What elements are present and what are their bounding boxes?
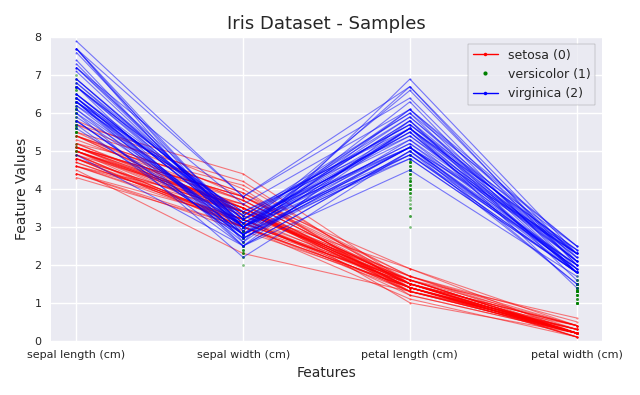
versicolor (1) bbox=[239, 217, 247, 222]
X-axis label: Features: Features bbox=[296, 366, 356, 380]
Legend: setosa (0), versicolor (1), virginica (2): setosa (0), versicolor (1), virginica (2… bbox=[468, 43, 595, 105]
virginica (2) bbox=[239, 213, 247, 218]
virginica (2) bbox=[573, 244, 580, 248]
Line: virginica (2): virginica (2) bbox=[74, 100, 579, 248]
Y-axis label: Feature Values: Feature Values bbox=[15, 138, 29, 240]
setosa (0) bbox=[573, 331, 580, 335]
virginica (2) bbox=[72, 100, 80, 104]
versicolor (1) bbox=[573, 285, 580, 290]
Line: setosa (0): setosa (0) bbox=[74, 145, 579, 335]
Title: Iris Dataset - Samples: Iris Dataset - Samples bbox=[227, 15, 426, 33]
setosa (0) bbox=[239, 206, 247, 211]
virginica (2) bbox=[406, 111, 413, 116]
setosa (0) bbox=[406, 285, 413, 290]
setosa (0) bbox=[72, 145, 80, 150]
versicolor (1) bbox=[72, 73, 80, 78]
versicolor (1) bbox=[406, 160, 413, 165]
Line: versicolor (1): versicolor (1) bbox=[74, 72, 579, 290]
